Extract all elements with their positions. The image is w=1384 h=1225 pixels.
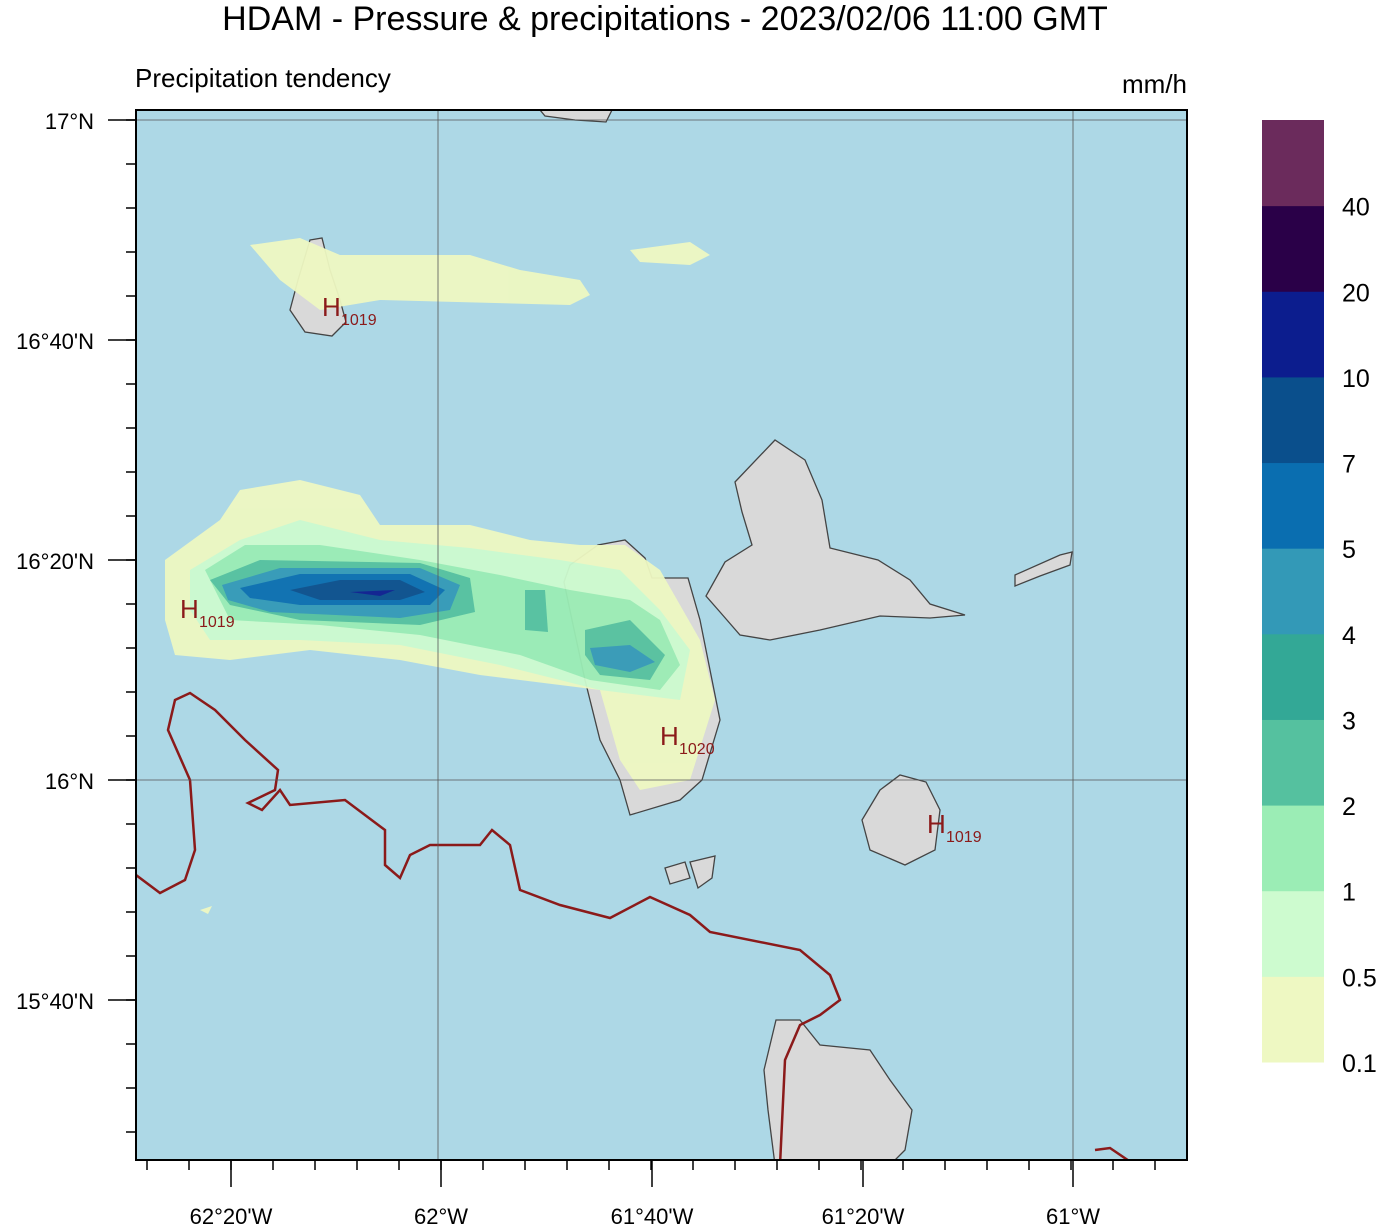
colorbar-label: 2 xyxy=(1342,793,1356,821)
colorbar-swatch xyxy=(1262,462,1324,549)
pressure-letter: H xyxy=(180,594,199,624)
lat-label: 15°40'N xyxy=(16,989,94,1014)
subtitle: Precipitation tendency xyxy=(135,63,391,93)
colorbar-swatch xyxy=(1262,890,1324,977)
pressure-value: 1019 xyxy=(199,614,235,631)
colorbar-label: 40 xyxy=(1342,194,1370,222)
pressure-value: 1020 xyxy=(679,741,715,758)
colorbar-label: 1 xyxy=(1342,879,1356,907)
lon-label: 61°20'W xyxy=(822,1204,905,1225)
lon-label: 62°W xyxy=(414,1204,468,1225)
pressure-letter: H xyxy=(660,721,679,751)
colorbar-swatch xyxy=(1262,719,1324,806)
precipitation xyxy=(165,238,715,914)
pressure-letter: H xyxy=(322,292,341,322)
colorbar-label: 10 xyxy=(1342,365,1370,393)
colorbar-label: 3 xyxy=(1342,707,1356,735)
colorbar-label: 4 xyxy=(1342,622,1356,650)
colorbar-swatch xyxy=(1262,376,1324,464)
colorbar-label: 0.1 xyxy=(1342,1050,1377,1078)
colorbar-swatch xyxy=(1262,291,1324,378)
colorbar-label: 20 xyxy=(1342,279,1370,307)
lon-label: 61°W xyxy=(1046,1204,1100,1225)
lat-label: 16°N xyxy=(45,769,94,794)
lat-label: 16°40'N xyxy=(16,329,94,354)
colorbar-label: 0.5 xyxy=(1342,964,1377,992)
pressure-value: 1019 xyxy=(341,312,377,329)
lat-label: 16°20'N xyxy=(16,549,94,574)
lon-label: 61°40'W xyxy=(611,1204,694,1225)
unit-label: mm/h xyxy=(1122,69,1187,99)
colorbar-swatch xyxy=(1262,805,1324,892)
colorbar-swatch xyxy=(1262,633,1324,720)
colorbar-label: 5 xyxy=(1342,536,1356,564)
pressure-letter: H xyxy=(927,809,946,839)
colorbar-swatch xyxy=(1262,120,1324,207)
map-area xyxy=(136,110,1187,1160)
colorbar-swatch xyxy=(1262,548,1324,635)
lat-label: 17°N xyxy=(45,109,94,134)
title: HDAM - Pressure & precipitations - 2023/… xyxy=(222,0,1108,38)
colorbar-label: 7 xyxy=(1342,451,1356,479)
lon-label: 62°20'W xyxy=(190,1204,273,1225)
map-frame xyxy=(135,109,1188,1161)
colorbar-swatch xyxy=(1262,205,1324,292)
colorbar-swatch xyxy=(1262,976,1324,1063)
pressure-value: 1019 xyxy=(946,829,982,846)
